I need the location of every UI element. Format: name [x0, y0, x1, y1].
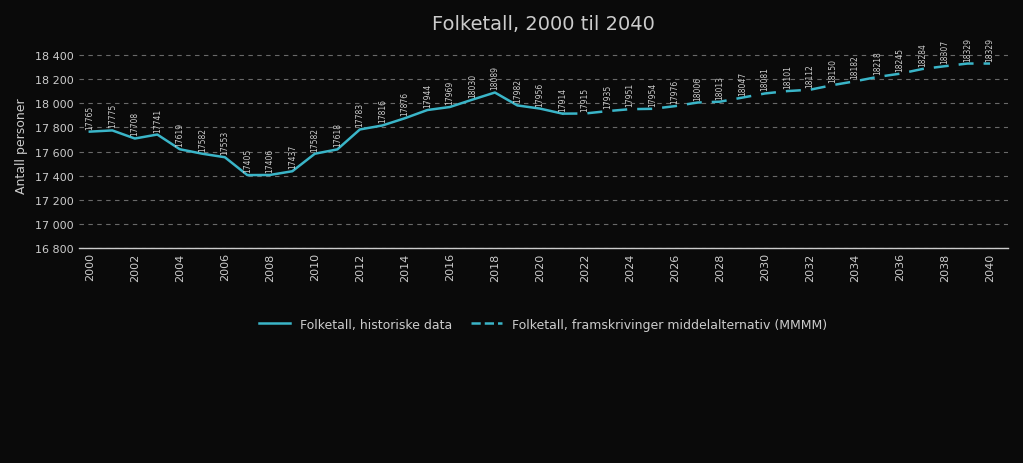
Text: 17915: 17915: [580, 87, 589, 111]
Folketall, framskrivinger middelalternativ (MMMM): [692, 100, 704, 106]
Text: 17582: 17582: [310, 127, 319, 151]
Text: 18284: 18284: [918, 43, 927, 67]
Folketall, framskrivinger middelalternativ (MMMM): [984, 62, 996, 67]
Text: 17618: 17618: [332, 123, 342, 147]
Folketall, framskrivinger middelalternativ (MMMM): [962, 62, 974, 67]
Text: 18089: 18089: [490, 66, 499, 90]
Folketall, historiske data: [151, 132, 164, 138]
Folketall, historiske data: [444, 105, 456, 111]
Text: 18307: 18307: [940, 40, 949, 64]
Folketall, historiske data: [331, 147, 344, 153]
Folketall, historiske data: [264, 173, 276, 178]
Folketall, historiske data: [196, 151, 209, 157]
Folketall, historiske data: [489, 91, 501, 96]
Title: Folketall, 2000 til 2040: Folketall, 2000 til 2040: [432, 15, 655, 34]
Folketall, framskrivinger middelalternativ (MMMM): [804, 88, 816, 94]
Folketall, historiske data: [466, 98, 479, 103]
Text: 17775: 17775: [107, 104, 117, 128]
Folketall, historiske data: [129, 137, 141, 142]
Folketall, framskrivinger middelalternativ (MMMM): [894, 72, 906, 77]
Folketall, historiske data: [219, 155, 231, 161]
Text: 17935: 17935: [603, 85, 612, 109]
Text: 17405: 17405: [242, 149, 252, 173]
Text: 17582: 17582: [197, 127, 207, 151]
Folketall, framskrivinger middelalternativ (MMMM): [737, 95, 749, 101]
Text: 18218: 18218: [873, 51, 882, 75]
Text: 18047: 18047: [738, 71, 747, 95]
Text: 18101: 18101: [783, 65, 792, 89]
Text: 17969: 17969: [445, 81, 454, 105]
Text: 18245: 18245: [895, 48, 904, 71]
Text: 17816: 17816: [377, 99, 387, 123]
Folketall, framskrivinger middelalternativ (MMMM): [872, 75, 884, 81]
Folketall, historiske data: [106, 128, 119, 134]
Folketall, framskrivinger middelalternativ (MMMM): [579, 112, 591, 117]
Folketall, framskrivinger middelalternativ (MMMM): [782, 89, 794, 94]
Folketall, historiske data: [286, 169, 299, 175]
Text: 18150: 18150: [828, 59, 837, 83]
Folketall, historiske data: [309, 151, 321, 157]
Text: 17914: 17914: [558, 88, 567, 112]
Text: 17951: 17951: [625, 83, 634, 107]
Folketall, framskrivinger middelalternativ (MMMM): [624, 107, 636, 113]
Folketall, framskrivinger middelalternativ (MMMM): [939, 64, 951, 70]
Folketall, framskrivinger middelalternativ (MMMM): [917, 67, 929, 73]
Folketall, historiske data: [354, 127, 366, 133]
Folketall, framskrivinger middelalternativ (MMMM): [827, 83, 839, 89]
Folketall, historiske data: [557, 112, 569, 117]
Folketall, framskrivinger middelalternativ (MMMM): [669, 104, 681, 110]
Text: 17437: 17437: [287, 144, 297, 169]
Folketall, historiske data: [421, 108, 434, 113]
Text: 18329: 18329: [963, 38, 972, 62]
Text: 18182: 18182: [850, 56, 859, 79]
Line: Folketall, historiske data: Folketall, historiske data: [90, 94, 563, 176]
Text: 17741: 17741: [152, 108, 162, 132]
Folketall, historiske data: [174, 147, 186, 153]
Text: 17406: 17406: [265, 148, 274, 173]
Folketall, framskrivinger middelalternativ (MMMM): [759, 92, 771, 97]
Y-axis label: Antall personer: Antall personer: [15, 99, 28, 194]
Text: 17944: 17944: [422, 83, 432, 108]
Text: 18329: 18329: [985, 38, 994, 62]
Text: 17976: 17976: [670, 80, 679, 104]
Text: 17876: 17876: [400, 92, 409, 116]
Legend: Folketall, historiske data, Folketall, framskrivinger middelalternativ (MMMM): Folketall, historiske data, Folketall, f…: [254, 313, 833, 337]
Folketall, framskrivinger middelalternativ (MMMM): [849, 79, 861, 85]
Folketall, historiske data: [399, 116, 411, 122]
Text: 17783: 17783: [355, 103, 364, 127]
Folketall, framskrivinger middelalternativ (MMMM): [602, 109, 614, 115]
Text: 17553: 17553: [220, 131, 229, 155]
Line: Folketall, framskrivinger middelalternativ (MMMM): Folketall, framskrivinger middelalternat…: [563, 64, 990, 114]
Text: 17708: 17708: [130, 112, 139, 136]
Text: 18081: 18081: [760, 68, 769, 91]
Text: 17619: 17619: [175, 123, 184, 147]
Folketall, framskrivinger middelalternativ (MMMM): [557, 112, 569, 117]
Folketall, framskrivinger middelalternativ (MMMM): [714, 100, 726, 105]
Folketall, historiske data: [241, 173, 254, 179]
Text: 18013: 18013: [715, 75, 724, 100]
Folketall, historiske data: [376, 124, 389, 129]
Folketall, historiske data: [84, 130, 96, 135]
Folketall, historiske data: [512, 103, 524, 109]
Text: 17954: 17954: [648, 82, 657, 106]
Text: 17956: 17956: [535, 82, 544, 106]
Folketall, framskrivinger middelalternativ (MMMM): [647, 107, 659, 113]
Text: 18006: 18006: [693, 76, 702, 100]
Text: 18030: 18030: [468, 73, 477, 97]
Text: 17765: 17765: [85, 105, 94, 129]
Folketall, historiske data: [534, 106, 546, 112]
Text: 18112: 18112: [805, 64, 814, 88]
Text: 17982: 17982: [513, 79, 522, 103]
